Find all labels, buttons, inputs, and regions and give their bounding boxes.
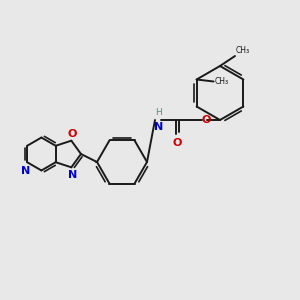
Text: CH₃: CH₃ [236, 46, 250, 55]
Text: N: N [20, 166, 30, 176]
Text: O: O [172, 138, 182, 148]
Text: O: O [68, 129, 77, 139]
Text: O: O [201, 115, 211, 125]
Text: H: H [156, 108, 162, 117]
Text: N: N [154, 122, 164, 132]
Text: CH₃: CH₃ [214, 77, 229, 86]
Text: N: N [68, 170, 77, 180]
